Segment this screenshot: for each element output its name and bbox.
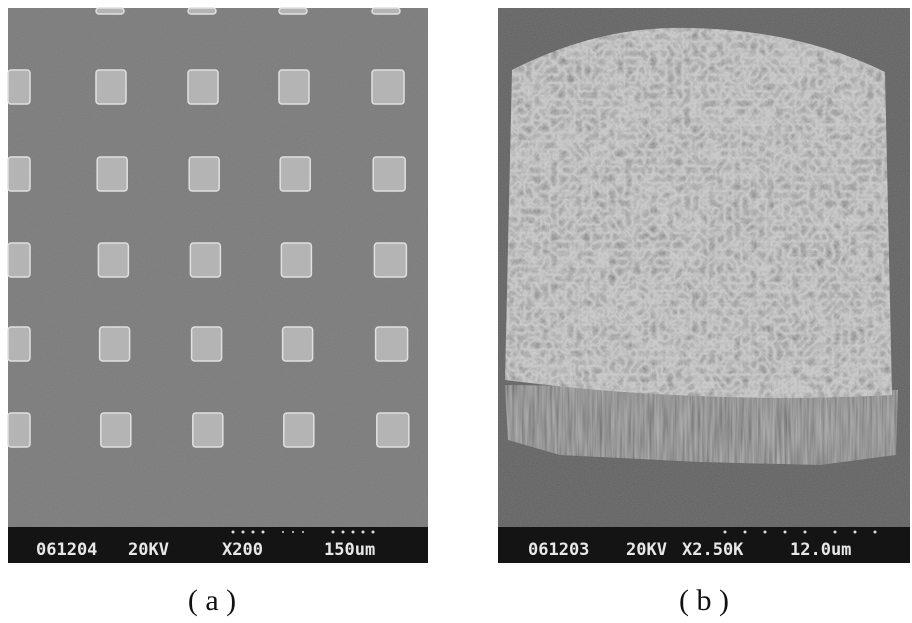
panel-a: 061204 20KV X200 150um ( a ) bbox=[8, 8, 428, 617]
pad bbox=[372, 8, 400, 14]
panel-b: 061203 20KV X2.50K 12.0um ( b ) bbox=[498, 8, 910, 617]
pad bbox=[190, 243, 220, 277]
info-text: 20KV bbox=[128, 540, 169, 560]
pad bbox=[192, 327, 222, 361]
pad bbox=[188, 70, 218, 104]
pad bbox=[96, 8, 124, 14]
pad bbox=[100, 327, 130, 361]
info-text: X200 bbox=[222, 540, 263, 560]
pad bbox=[373, 157, 405, 191]
figure: 061204 20KV X200 150um ( a ) 061203 20KV… bbox=[0, 0, 912, 623]
pad bbox=[279, 70, 309, 104]
pad bbox=[372, 70, 404, 104]
info-text: 150um bbox=[324, 540, 375, 560]
caption: ( a ) bbox=[188, 584, 236, 617]
pad bbox=[189, 157, 219, 191]
pad bbox=[374, 243, 406, 277]
pad bbox=[8, 243, 30, 277]
info-text: 12.0um bbox=[790, 540, 851, 560]
info-text: 061204 bbox=[36, 540, 97, 560]
pad bbox=[284, 413, 314, 447]
pad bbox=[283, 327, 313, 361]
pad bbox=[8, 70, 30, 104]
pad bbox=[8, 413, 30, 447]
pad bbox=[377, 413, 409, 447]
pad bbox=[376, 327, 408, 361]
pad bbox=[96, 70, 126, 104]
info-text: 20KV bbox=[626, 540, 667, 560]
caption: ( b ) bbox=[679, 584, 729, 617]
pad bbox=[281, 243, 311, 277]
pad bbox=[193, 413, 223, 447]
info-text: 061203 bbox=[528, 540, 589, 560]
pad bbox=[280, 157, 310, 191]
pillar-top bbox=[505, 28, 892, 398]
pad bbox=[8, 157, 30, 191]
pad bbox=[188, 8, 216, 14]
pad bbox=[8, 327, 30, 361]
pad bbox=[98, 243, 128, 277]
pad bbox=[101, 413, 131, 447]
pad bbox=[97, 157, 127, 191]
info-text: X2.50K bbox=[682, 540, 744, 560]
pad bbox=[279, 8, 307, 14]
